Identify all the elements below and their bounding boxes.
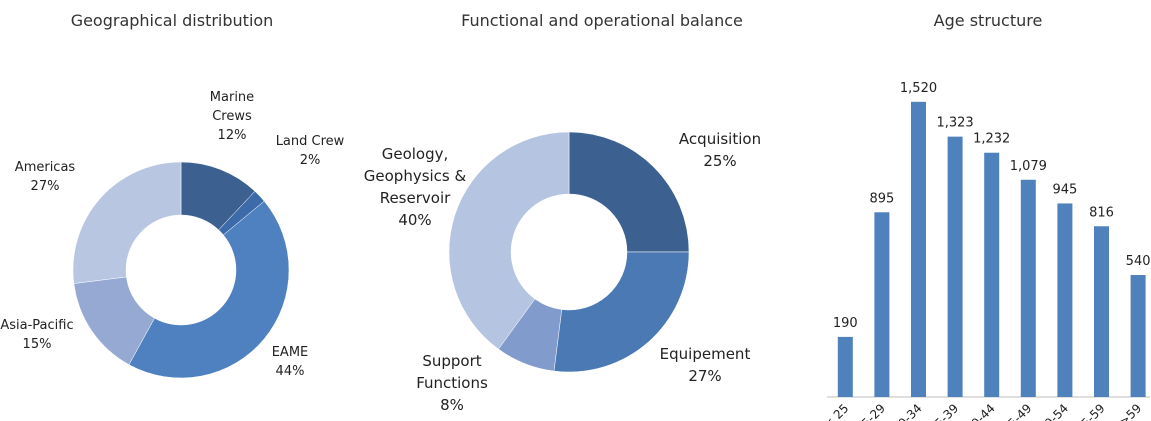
bar	[1094, 226, 1109, 397]
bar-value-label: 190	[833, 316, 858, 331]
slice-value: 40%	[398, 211, 432, 229]
slice-label: Marine Crews 12%	[197, 88, 267, 145]
slice-name: Acquisition	[678, 130, 762, 148]
slice-value: 2%	[299, 153, 321, 168]
doughnut-slice	[568, 131, 690, 253]
slice-name: Marine Crews	[209, 90, 255, 124]
x-tick-label: 25-29	[853, 401, 888, 421]
bar-value-label: 1,232	[973, 132, 1010, 147]
slice-label: Equipement 27%	[650, 343, 760, 387]
bar	[1057, 203, 1073, 397]
slice-value: 44%	[275, 364, 305, 379]
slice-value: 12%	[217, 128, 247, 143]
bar	[1020, 179, 1036, 397]
slice-value: 8%	[440, 396, 464, 414]
x-tick-label: 55-59	[1073, 401, 1108, 421]
slice-name: Asia-Pacific	[0, 318, 74, 333]
bar	[947, 136, 963, 397]
slice-name: Geology, Geophysics & Reservoir	[363, 145, 467, 207]
doughnut-slice	[553, 251, 690, 373]
bar-value-label: 1,520	[900, 81, 937, 96]
bar-value-label: 1,079	[1010, 159, 1047, 174]
bar-value-label: 945	[1052, 182, 1077, 197]
slice-name: Support Functions	[416, 352, 488, 392]
chart-title: Functional and operational balance	[461, 11, 743, 30]
bar-value-label: 895	[869, 191, 894, 206]
bar-value-label: 816	[1089, 205, 1114, 220]
doughnut-slice	[128, 200, 290, 379]
doughnut-slice	[72, 161, 182, 284]
slice-label: Acquisition 25%	[665, 128, 775, 172]
bar	[984, 152, 1000, 397]
bar	[1130, 275, 1146, 397]
x-tick-label: 30-34	[890, 401, 925, 421]
chart-title: Geographical distribution	[71, 11, 274, 30]
slice-name: Land Crew	[275, 134, 345, 149]
slice-name: EAME	[271, 345, 309, 360]
slice-value: 27%	[30, 179, 60, 194]
slice-value: 25%	[703, 152, 737, 170]
slice-label: Support Functions 8%	[402, 350, 502, 416]
slice-label: Americas 27%	[5, 158, 85, 196]
slice-label: EAME 44%	[260, 343, 320, 381]
slice-label: Asia-Pacific 15%	[0, 316, 87, 354]
bar	[874, 212, 890, 397]
chart-title: Age structure	[934, 11, 1043, 30]
doughnut-slice	[448, 131, 570, 350]
x-tick-label: >59	[1116, 401, 1144, 421]
slice-label: Land Crew 2%	[265, 132, 355, 170]
x-tick-label: 50-54	[1036, 401, 1071, 421]
slice-value: 27%	[688, 367, 722, 385]
slice-value: 15%	[22, 337, 52, 352]
slice-label: Geology, Geophysics & Reservoir 40%	[358, 143, 473, 231]
bar	[911, 101, 926, 397]
bar	[837, 336, 853, 397]
slice-name: Equipement	[659, 345, 751, 363]
x-tick-label: 45-49	[1000, 401, 1035, 421]
bar-value-label: 1,323	[936, 116, 973, 131]
x-tick-label: 35-39	[927, 401, 962, 421]
x-tick-label: < 25	[821, 401, 852, 421]
slice-name: Americas	[14, 160, 76, 175]
bar-value-label: 540	[1126, 254, 1151, 269]
x-tick-label: 40-44	[963, 401, 998, 421]
